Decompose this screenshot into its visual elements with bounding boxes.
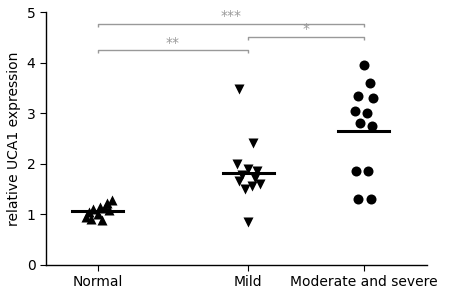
Text: **: ** xyxy=(166,36,180,50)
Point xyxy=(104,201,111,205)
Point xyxy=(366,81,373,86)
Y-axis label: relative UCA1 expression: relative UCA1 expression xyxy=(7,51,21,226)
Point xyxy=(239,173,246,177)
Point xyxy=(90,207,97,212)
Point xyxy=(352,169,359,174)
Point xyxy=(83,214,90,219)
Point xyxy=(355,197,362,202)
Point xyxy=(235,179,243,184)
Text: *: * xyxy=(302,22,310,36)
Point xyxy=(233,161,240,166)
Point xyxy=(241,186,248,191)
Point xyxy=(254,169,261,174)
Point xyxy=(252,176,259,180)
Point xyxy=(106,208,113,213)
Point xyxy=(365,169,372,174)
Point xyxy=(367,197,374,202)
Point xyxy=(244,166,252,171)
Point xyxy=(249,140,256,145)
Point xyxy=(256,181,263,186)
Point xyxy=(355,93,362,98)
Point xyxy=(248,184,255,189)
Point xyxy=(244,219,252,224)
Point xyxy=(357,121,364,126)
Point xyxy=(369,96,377,101)
Point xyxy=(101,206,108,210)
Point xyxy=(87,217,94,222)
Point xyxy=(364,111,371,116)
Point xyxy=(351,108,358,113)
Point xyxy=(94,212,101,217)
Point xyxy=(85,209,92,214)
Point xyxy=(235,87,243,91)
Point xyxy=(108,198,115,202)
Point xyxy=(368,123,375,128)
Point xyxy=(99,218,106,223)
Point xyxy=(360,63,367,68)
Point xyxy=(97,204,104,209)
Text: ***: *** xyxy=(220,9,241,23)
